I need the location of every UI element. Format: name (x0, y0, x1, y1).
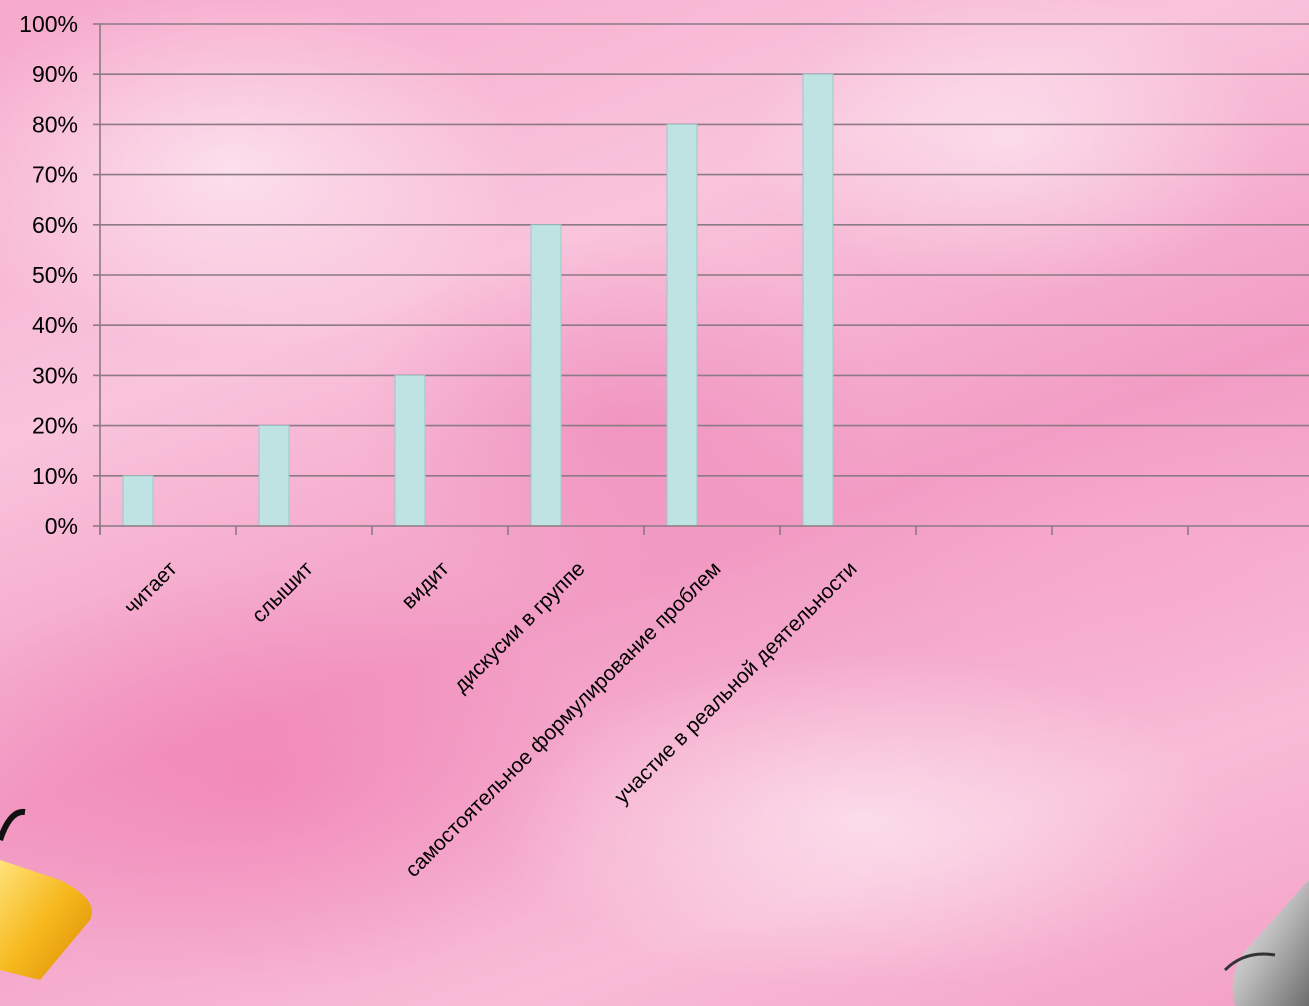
category-label: видит (397, 557, 453, 613)
y-tick-label: 30% (32, 362, 78, 388)
bar (258, 425, 290, 527)
bar (122, 475, 154, 527)
category-label: читает (120, 557, 182, 619)
y-tick-label: 60% (32, 212, 78, 238)
y-tick-label: 10% (32, 463, 78, 489)
y-tick-label: 50% (32, 262, 78, 288)
yellow-scroll-icon (0, 808, 92, 980)
y-tick-label: 40% (32, 312, 78, 338)
y-tick-labels: 0% 10% 20% 30% 40% 50% 60% 70% 80% 90% 100% (19, 11, 78, 539)
bars (122, 73, 834, 527)
category-label: участие в реальной деятельности (610, 557, 861, 808)
bar (666, 123, 698, 527)
y-tick-label: 0% (45, 513, 78, 539)
category-label: слышит (247, 557, 317, 627)
category-label: самостоятельное формулирование проблем (401, 557, 725, 881)
silver-scroll-icon (1223, 880, 1309, 1006)
category-label: дискусии в группе (450, 557, 590, 697)
y-tick-label: 70% (32, 162, 78, 188)
y-tick-label: 90% (32, 61, 78, 87)
axes (93, 23, 1309, 535)
y-tick-label: 20% (32, 413, 78, 439)
bar (802, 73, 834, 527)
y-tick-label: 80% (32, 111, 78, 137)
y-tick-label: 100% (19, 11, 78, 37)
bar (530, 224, 562, 527)
gridlines (100, 23, 1309, 477)
bar (394, 374, 426, 527)
